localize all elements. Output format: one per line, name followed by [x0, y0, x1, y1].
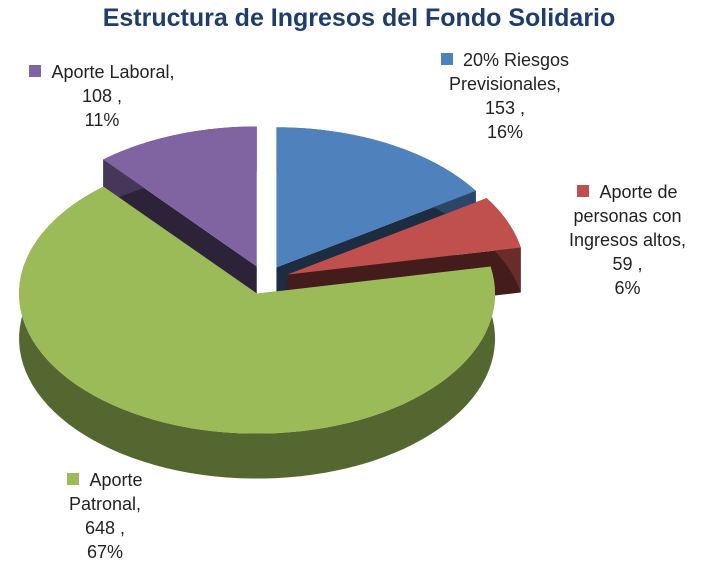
- slice: [103, 126, 257, 267]
- label-value: 108 ,: [81, 86, 123, 106]
- label-value: 648 ,: [84, 518, 126, 538]
- label-value: 59 ,: [612, 254, 643, 274]
- data-label: Aporte Laboral, 108 , 11%: [12, 60, 192, 132]
- slice-tops: [19, 126, 521, 434]
- label-percent: 11%: [84, 110, 120, 130]
- label-value: 153 ,: [484, 98, 526, 118]
- label-percent: 16%: [486, 122, 524, 142]
- data-label: Aporte Patronal, 648 , 67%: [40, 468, 170, 564]
- slice: [287, 198, 521, 275]
- label-percent: 67%: [86, 542, 124, 562]
- label-name: Aporte de personas con Ingresos altos,: [568, 182, 687, 250]
- legend-marker: [29, 65, 42, 77]
- slice: [276, 127, 476, 268]
- label-name: Aporte Laboral,: [51, 62, 175, 82]
- legend-marker: [67, 473, 80, 485]
- label-name: Aporte Patronal,: [68, 470, 143, 514]
- legend-marker: [440, 53, 453, 65]
- data-label: Aporte de personas con Ingresos altos, 59…: [550, 180, 705, 300]
- label-name: 20% Riesgos Previsionales,: [448, 50, 570, 94]
- legend-marker: [577, 185, 590, 197]
- chart-title: Estructura de Ingresos del Fondo Solidar…: [102, 4, 616, 32]
- label-percent: 6%: [614, 278, 641, 298]
- slice: [19, 186, 496, 434]
- data-label: 20% Riesgos Previsionales, 153 , 16%: [420, 48, 590, 144]
